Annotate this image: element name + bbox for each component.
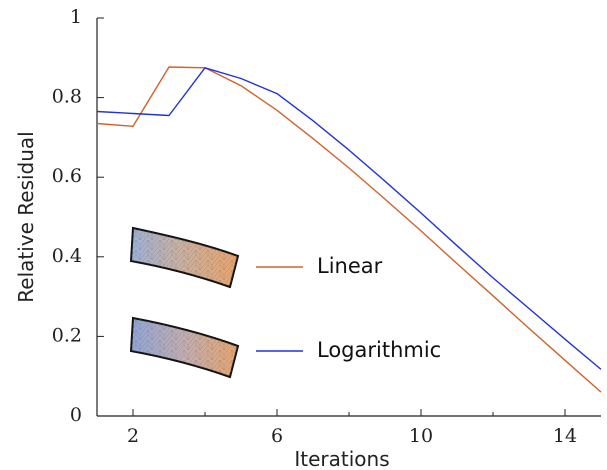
y-axis-title: Relative Residual — [14, 131, 38, 302]
y-ticks: 0 0.2 0.4 0.6 0.8 1 — [52, 6, 104, 426]
y-tick-label-4: 0.8 — [52, 86, 82, 108]
y-tick-label-2: 0.4 — [52, 245, 82, 267]
series-lines — [96, 66, 602, 393]
x-tick-label-10: 10 — [409, 425, 433, 447]
legend-entry-logarithmic: Logarithmic — [129, 316, 441, 379]
legend: Linear Logarithmic — [129, 226, 441, 379]
y-tick-label-5: 1 — [70, 6, 82, 28]
y-tick-label-3: 0.6 — [52, 165, 82, 187]
x-tick-label-6: 6 — [271, 425, 283, 447]
series-line-logarithmic — [96, 67, 602, 370]
mesh-thumbnail-logarithmic — [129, 316, 240, 379]
legend-label-logarithmic: Logarithmic — [317, 338, 441, 362]
y-tick-label-1: 0.2 — [52, 324, 82, 346]
x-axis-title: Iterations — [294, 447, 389, 470]
series-line-linear — [96, 66, 602, 393]
x-tick-label-2: 2 — [127, 425, 139, 447]
x-tick-label-14: 14 — [553, 425, 577, 447]
legend-entry-linear: Linear — [129, 226, 383, 289]
legend-label-linear: Linear — [317, 254, 383, 278]
y-tick-label-0: 0 — [70, 404, 82, 426]
mesh-thumbnail-linear — [129, 226, 240, 289]
x-ticks: 2 6 10 14 — [127, 409, 577, 447]
